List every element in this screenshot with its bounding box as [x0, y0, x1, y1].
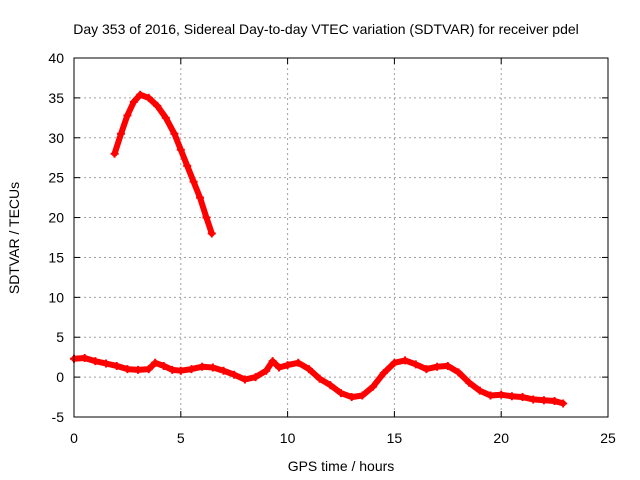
- data-point: [326, 381, 335, 390]
- data-point: [294, 358, 303, 367]
- x-tick-label: 10: [280, 430, 296, 446]
- y-axis-label: SDTVAR / TECUs: [6, 182, 22, 294]
- data-point: [283, 361, 292, 370]
- data-point: [219, 366, 228, 375]
- data-point: [262, 366, 271, 375]
- data-point: [116, 129, 125, 138]
- x-axis-label: GPS time / hours: [288, 458, 395, 474]
- y-tick-label: 15: [48, 249, 64, 265]
- data-point: [507, 392, 516, 401]
- data-point: [151, 358, 160, 367]
- y-tick-label: 35: [48, 90, 64, 106]
- gridlines: [74, 58, 608, 417]
- data-point: [518, 393, 527, 402]
- data-point: [454, 368, 463, 377]
- data-point: [189, 177, 198, 186]
- y-tick-label: 40: [48, 50, 64, 66]
- y-tick-label: 0: [56, 369, 64, 385]
- data-point: [486, 391, 495, 400]
- data-point: [539, 396, 548, 405]
- data-point: [207, 229, 216, 238]
- data-point: [251, 373, 260, 382]
- x-tick-label: 20: [493, 430, 509, 446]
- data-point: [196, 193, 205, 202]
- data-point: [102, 359, 111, 368]
- data-point: [176, 366, 185, 375]
- data-point: [176, 145, 185, 154]
- x-tick-label: 5: [177, 430, 185, 446]
- data-point: [369, 382, 378, 391]
- plot-border: [73, 57, 609, 418]
- data-point: [129, 97, 138, 106]
- data-point: [401, 356, 410, 365]
- data-point: [422, 365, 431, 374]
- data-point: [134, 365, 143, 374]
- x-tick-label: 15: [387, 430, 403, 446]
- data-point: [123, 365, 132, 374]
- data-point: [153, 101, 162, 110]
- axis-ticks: -5 0 5 10 15 20 25 30 35 40 0 5 10 15 20 25: [48, 50, 616, 446]
- data-point: [144, 93, 153, 102]
- data-point: [168, 365, 177, 374]
- data-point: [230, 370, 239, 379]
- data-point: [275, 363, 284, 372]
- y-tick-label: 30: [48, 130, 64, 146]
- y-tick-label: -5: [52, 409, 65, 425]
- data-point: [550, 397, 559, 406]
- data-point: [80, 353, 89, 362]
- data-point: [497, 390, 506, 399]
- data-point: [390, 358, 399, 367]
- data-point: [529, 395, 538, 404]
- data-point: [123, 111, 132, 120]
- series-high-track: [110, 90, 216, 238]
- data-point: [347, 393, 356, 402]
- y-tick-label: 25: [48, 170, 64, 186]
- y-tick-label: 10: [48, 289, 64, 305]
- data-point: [304, 365, 313, 374]
- data-point: [170, 129, 179, 138]
- data-point: [208, 363, 217, 372]
- data-point: [183, 161, 192, 170]
- data-point: [268, 357, 277, 366]
- data-point: [443, 361, 452, 370]
- data-point: [465, 378, 474, 387]
- data-point: [337, 389, 345, 398]
- x-tick-label: 0: [70, 430, 78, 446]
- data-point: [475, 386, 484, 395]
- data-point: [315, 374, 324, 383]
- data-point: [110, 149, 119, 158]
- data-series: [70, 90, 568, 408]
- data-point: [112, 361, 121, 370]
- data-point: [411, 360, 420, 369]
- data-point: [136, 90, 145, 99]
- x-tick-label: 25: [600, 430, 616, 446]
- data-point: [240, 375, 249, 384]
- chart-title: Day 353 of 2016, Sidereal Day-to-day VTE…: [73, 21, 579, 37]
- y-tick-label: 20: [48, 210, 64, 226]
- data-point: [91, 357, 100, 366]
- data-point: [198, 362, 207, 371]
- data-point: [187, 365, 196, 374]
- y-tick-label: 5: [56, 329, 64, 345]
- data-point: [161, 113, 170, 122]
- data-point: [559, 399, 568, 408]
- data-point: [358, 391, 367, 400]
- data-point: [202, 213, 211, 222]
- data-point: [433, 362, 442, 371]
- data-point: [379, 369, 388, 378]
- data-point: [159, 361, 168, 370]
- data-point: [144, 365, 153, 374]
